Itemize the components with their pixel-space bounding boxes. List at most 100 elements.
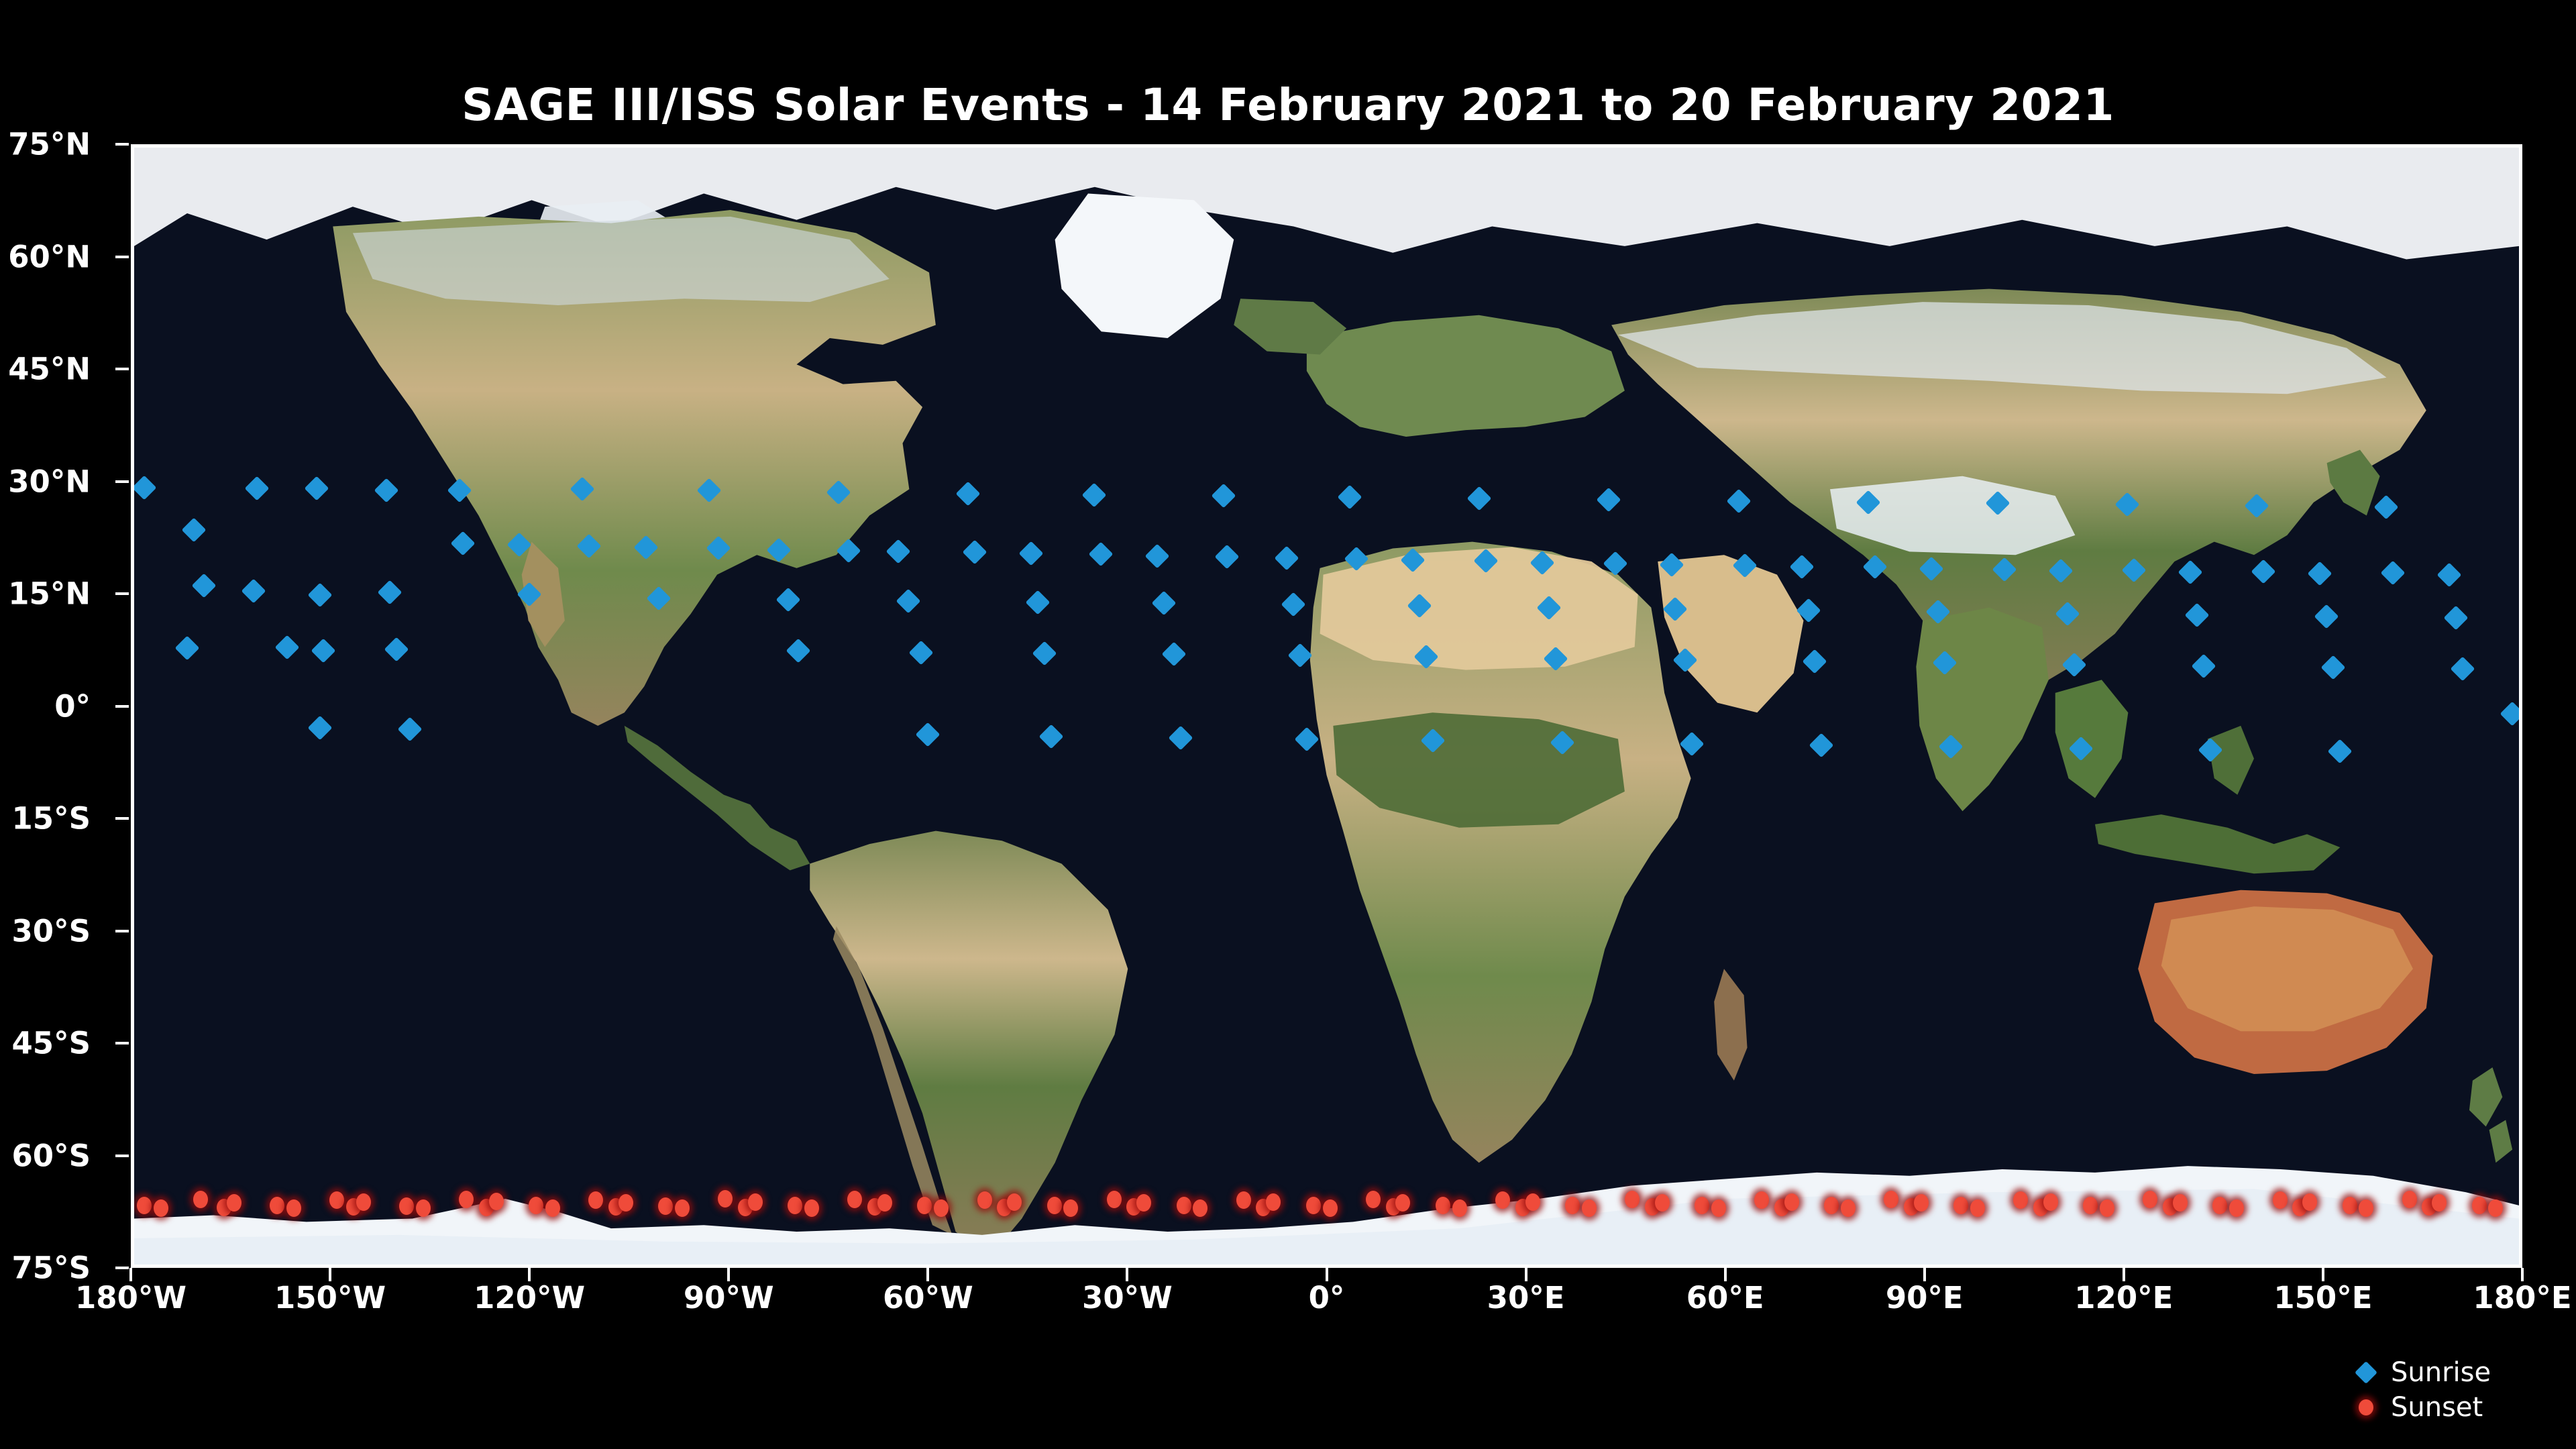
sunrise-marker bbox=[2373, 494, 2399, 520]
x-tick-mark bbox=[1325, 1268, 1328, 1281]
sunrise-marker bbox=[1550, 730, 1575, 755]
sunrise-marker bbox=[304, 476, 329, 501]
sunset-marker bbox=[2212, 1196, 2228, 1214]
sunset-marker bbox=[847, 1190, 863, 1208]
sunrise-marker bbox=[1803, 649, 1827, 674]
sunrise-marker bbox=[1274, 545, 1299, 571]
sunrise-marker bbox=[1925, 599, 1950, 625]
sunrise-marker bbox=[1536, 595, 1562, 621]
legend: Sunrise Sunset bbox=[2341, 1355, 2563, 1425]
sunset-marker bbox=[1564, 1196, 1580, 1214]
sunrise-marker bbox=[447, 478, 472, 503]
sunrise-marker bbox=[1809, 733, 1834, 758]
sunrise-marker bbox=[962, 539, 987, 565]
sunset-marker bbox=[1305, 1196, 1321, 1214]
sunset-marker bbox=[917, 1196, 932, 1214]
sunrise-marker bbox=[2048, 558, 2074, 584]
sunset-marker bbox=[269, 1196, 284, 1214]
sunrise-marker bbox=[706, 536, 731, 561]
x-tick-label: 90°E bbox=[1885, 1280, 1964, 1316]
sunrise-marker bbox=[909, 640, 934, 665]
sunrise-marker bbox=[1400, 547, 1426, 573]
sunrise-marker bbox=[181, 517, 207, 542]
sunset-marker bbox=[1525, 1193, 1540, 1212]
sunrise-marker bbox=[2244, 493, 2269, 519]
sunrise-marker bbox=[1473, 549, 1499, 574]
y-tick-label: 45°N bbox=[8, 351, 91, 387]
x-tick-mark bbox=[2122, 1268, 2125, 1281]
sunrise-marker bbox=[1287, 643, 1313, 668]
sunrise-marker bbox=[1939, 734, 1964, 759]
sunset-marker bbox=[1581, 1199, 1597, 1218]
y-tick-label: 60°N bbox=[8, 239, 91, 274]
sunrise-marker bbox=[2055, 601, 2080, 626]
sunrise-marker bbox=[1420, 729, 1446, 753]
sunrise-marker bbox=[1672, 647, 1698, 673]
sunrise-marker bbox=[1161, 641, 1187, 667]
y-tick-label: 60°S bbox=[11, 1138, 91, 1173]
sunset-marker bbox=[545, 1199, 560, 1218]
sunset-marker bbox=[415, 1199, 431, 1218]
sunrise-marker bbox=[1294, 727, 1320, 752]
sunrise-marker bbox=[2500, 701, 2519, 727]
sunrise-marker bbox=[1603, 551, 1628, 576]
sunrise-marker bbox=[1856, 490, 1881, 515]
sunrise-marker bbox=[885, 539, 911, 564]
x-tick-label: 30°W bbox=[1082, 1280, 1173, 1316]
sunset-marker bbox=[1754, 1191, 1770, 1209]
sunset-marker bbox=[1913, 1194, 1929, 1212]
sunrise-marker bbox=[1919, 556, 1944, 581]
x-tick-mark bbox=[1923, 1268, 1926, 1281]
sunset-marker bbox=[399, 1197, 414, 1215]
sunrise-marker bbox=[1081, 482, 1107, 508]
legend-item-sunrise[interactable]: Sunrise bbox=[2341, 1355, 2563, 1390]
sunset-marker bbox=[2143, 1190, 2158, 1208]
x-tick-mark bbox=[329, 1268, 332, 1281]
sunrise-marker bbox=[1932, 650, 1957, 676]
sunrise-marker bbox=[2450, 656, 2475, 682]
sunrise-marker bbox=[826, 480, 851, 505]
y-tick-label: 75°S bbox=[11, 1250, 91, 1286]
sunset-marker bbox=[2488, 1199, 2504, 1218]
sunset-marker bbox=[1266, 1193, 1281, 1212]
sunrise-marker bbox=[1543, 646, 1568, 671]
circle-marker-icon bbox=[2341, 1399, 2391, 1415]
sunrise-marker bbox=[311, 639, 336, 663]
sunrise-marker bbox=[134, 475, 157, 500]
sunrise-marker bbox=[1985, 491, 2010, 516]
x-tick-mark bbox=[1126, 1268, 1129, 1281]
x-tick-mark bbox=[727, 1268, 731, 1281]
sunrise-marker bbox=[2251, 559, 2276, 584]
legend-label-sunrise: Sunrise bbox=[2391, 1357, 2491, 1388]
sunset-marker bbox=[1322, 1199, 1338, 1218]
x-tick-label: 60°E bbox=[1686, 1280, 1764, 1316]
sunset-marker bbox=[618, 1194, 633, 1212]
sunrise-marker bbox=[241, 578, 266, 604]
sunrise-marker bbox=[1214, 544, 1240, 570]
sunrise-marker bbox=[570, 476, 595, 502]
sunrise-marker bbox=[2068, 736, 2093, 761]
y-tick-label: 30°N bbox=[8, 464, 91, 499]
x-tick-mark bbox=[129, 1268, 132, 1281]
legend-item-sunset[interactable]: Sunset bbox=[2341, 1390, 2563, 1425]
sunrise-marker bbox=[2191, 653, 2216, 679]
sunrise-marker bbox=[384, 637, 409, 662]
sunset-marker bbox=[1365, 1190, 1381, 1208]
y-tick-mark bbox=[115, 592, 129, 595]
sunrise-marker bbox=[955, 481, 981, 506]
sunrise-marker bbox=[1032, 641, 1057, 666]
sunrise-marker bbox=[766, 537, 791, 563]
sunrise-marker bbox=[1529, 550, 1555, 576]
sunset-marker bbox=[1824, 1196, 1839, 1214]
event-marker-layer bbox=[134, 148, 2519, 1265]
sunrise-marker bbox=[1407, 594, 1432, 619]
sunset-marker bbox=[877, 1194, 892, 1212]
world-basemap bbox=[134, 148, 2519, 1265]
x-tick-label: 180°W bbox=[74, 1280, 187, 1316]
sunrise-marker bbox=[1413, 644, 1439, 669]
x-tick-label: 120°W bbox=[474, 1280, 586, 1316]
sunset-marker bbox=[1176, 1196, 1191, 1214]
sunset-marker bbox=[1452, 1199, 1467, 1218]
sunrise-marker bbox=[915, 722, 941, 747]
